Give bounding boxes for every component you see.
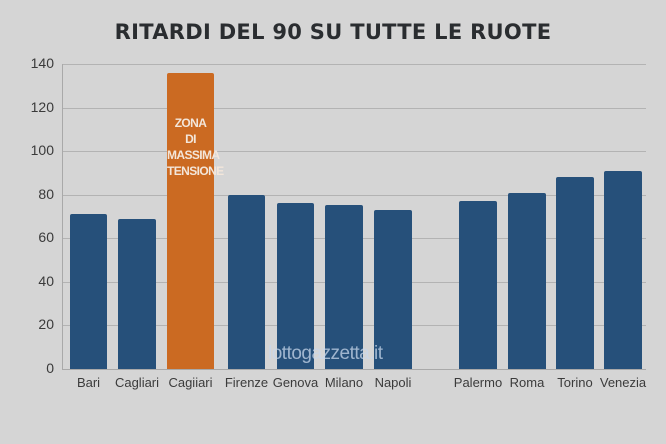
x-tick-label: Cagiiari <box>168 375 213 390</box>
bar-roma <box>508 192 546 369</box>
bar-firenze <box>228 194 265 369</box>
x-tick-label: Venezia <box>599 375 647 390</box>
y-tick-label: 40 <box>38 272 54 289</box>
x-tick-label: Torino <box>557 375 593 390</box>
x-tick-label: Bari <box>76 375 101 390</box>
x-tick-label: Roma <box>509 375 545 390</box>
x-tick-label: Firenze <box>224 375 269 390</box>
bar-bari <box>70 214 107 369</box>
watermark: lottogazzetta.it <box>268 343 383 364</box>
y-tick-label: 140 <box>30 55 54 71</box>
bar-cagiiari: ZONA DI MASSIMA TENSIONE <box>167 72 224 369</box>
gridline <box>62 194 646 196</box>
y-tick-label: 120 <box>30 98 54 115</box>
bar-milano <box>325 204 363 369</box>
gridline <box>62 64 646 65</box>
bar-torino <box>556 177 594 369</box>
y-tick-label: 100 <box>30 142 54 159</box>
y-tick-label: 80 <box>38 185 54 202</box>
y-tick-label: 60 <box>38 229 54 246</box>
x-tick-label: Palermo <box>453 375 503 390</box>
bar-genova <box>277 203 314 369</box>
bar-annotation: ZONA DI MASSIMA TENSIONE <box>167 115 224 178</box>
bar-palermo <box>459 201 497 369</box>
y-axis-line <box>62 64 63 370</box>
x-tick-label: Genova <box>272 375 319 390</box>
gridline <box>62 151 646 153</box>
x-tick-label: Napoli <box>374 375 412 390</box>
bar-venezia <box>604 170 642 369</box>
x-axis-line <box>62 369 646 370</box>
bar-cagliari <box>118 218 156 369</box>
y-tick-label: 20 <box>38 316 54 333</box>
x-tick-label: Milano <box>324 375 364 390</box>
bar-napoli <box>374 209 412 369</box>
gridline <box>62 107 646 109</box>
y-tick-label: 0 <box>46 360 54 376</box>
x-tick-label: Cagliari <box>114 375 160 390</box>
chart-title: RITARDI DEL 90 SU TUTTE LE RUOTE <box>114 20 552 44</box>
